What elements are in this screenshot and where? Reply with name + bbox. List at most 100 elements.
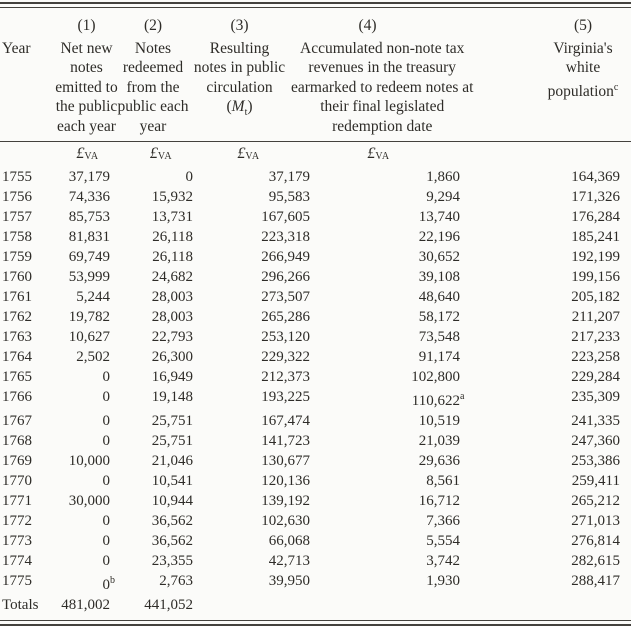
- value-cell: 30,652: [418, 249, 460, 266]
- value-cell: 241,335: [571, 413, 620, 430]
- spacer-cell: [0, 13, 48, 39]
- year-cell: 1760: [2, 269, 32, 286]
- value-cell: 441,052: [144, 597, 193, 614]
- table-row: 1765 0 16,949 212,373 102,800 229,284: [0, 367, 631, 387]
- year-cell: 1772: [2, 513, 32, 530]
- table-row: 1766 0 19,148 193,225 110,622a 235,309: [0, 387, 631, 411]
- value-cell: 28,003: [151, 309, 193, 326]
- value-cell: 19,148: [151, 389, 193, 406]
- year-cell: 1757: [2, 209, 32, 226]
- table-row: 1758 81,831 26,118 223,318 22,196 185,241: [0, 227, 631, 247]
- notes-emission-table: (1) (2) (3) (4) (5) Year Net new notes e…: [0, 13, 631, 615]
- col1-number: (1): [48, 13, 125, 39]
- year-cell: 1767: [2, 413, 32, 430]
- value-cell: 266,949: [261, 249, 310, 266]
- value-cell: 1,860: [426, 169, 460, 186]
- table-row: 1762 19,782 28,003 265,286 58,172 211,207: [0, 307, 631, 327]
- year-cell: 1761: [2, 289, 32, 306]
- table-row: 1768 0 25,751 141,723 21,039 247,360: [0, 431, 631, 451]
- currency-cell: £VA: [367, 145, 390, 163]
- value-cell: 21,039: [418, 433, 460, 450]
- col2-number: (2): [125, 13, 205, 39]
- value-cell: 10,000: [68, 453, 110, 470]
- value-cell: 167,605: [261, 209, 310, 226]
- table-row: 1771 30,000 10,944 139,192 16,712 265,212: [0, 491, 631, 511]
- currency-cell: £VA: [76, 145, 99, 163]
- col1-header: Net new notes emitted to the public each…: [48, 39, 125, 143]
- year-cell: 1764: [2, 349, 32, 366]
- value-cell: 19,782: [68, 309, 110, 326]
- value-cell: 0: [102, 433, 111, 450]
- money-stock-symbol: (Mt): [226, 98, 253, 119]
- value-cell: 167,474: [261, 413, 310, 430]
- value-cell: 39,950: [268, 573, 310, 590]
- value-cell: 81,831: [68, 229, 110, 246]
- value-cell: 15,932: [151, 189, 193, 206]
- table-row: 1774 0 23,355 42,713 3,742 282,615: [0, 551, 631, 571]
- table-row: 1759 69,749 26,118 266,949 30,652 192,199: [0, 247, 631, 267]
- value-cell: 0: [102, 513, 111, 530]
- value-cell: 0: [102, 389, 111, 406]
- value-cell: 10,541: [151, 473, 193, 490]
- year-cell: 1763: [2, 329, 32, 346]
- value-cell: 29,636: [418, 453, 460, 470]
- value-cell: 85,753: [68, 209, 110, 226]
- value-cell: 25,751: [151, 413, 193, 430]
- value-cell: 2,502: [76, 349, 110, 366]
- column-number-row: (1) (2) (3) (4) (5): [0, 13, 631, 39]
- year-cell: 1765: [2, 369, 32, 386]
- value-cell: 130,677: [261, 453, 310, 470]
- value-cell: 26,300: [151, 349, 193, 366]
- value-cell: 171,326: [571, 189, 620, 206]
- table-header: (1) (2) (3) (4) (5) Year Net new notes e…: [0, 13, 631, 143]
- col2-number-label: (2): [143, 17, 163, 34]
- year-cell: 1756: [2, 189, 32, 206]
- value-cell: 0: [102, 533, 111, 550]
- value-cell: 66,068: [268, 533, 310, 550]
- currency-cell: £VA: [237, 145, 260, 163]
- col1-number-label: (1): [77, 17, 96, 34]
- value-cell: 21,046: [151, 453, 193, 470]
- col4-header: Accumulated non-note tax revenues in the…: [291, 39, 475, 143]
- value-cell: 0: [102, 369, 111, 386]
- table-row: 1770 0 10,541 120,136 8,561 259,411: [0, 471, 631, 491]
- value-cell: 10,944: [151, 493, 193, 510]
- pound-symbol: £: [367, 145, 376, 163]
- value-cell: 176,284: [571, 209, 620, 226]
- value-cell: 5,244: [76, 289, 110, 306]
- value-cell: 48,640: [418, 289, 460, 306]
- table-row: 1756 74,336 15,932 95,583 9,294 171,326: [0, 187, 631, 207]
- value-cell: 13,731: [151, 209, 193, 226]
- spacer-cell: [475, 142, 631, 168]
- value-cell: 0: [102, 413, 111, 430]
- value-cell: 5,554: [426, 533, 460, 550]
- value-cell: 16,712: [418, 493, 460, 510]
- value-cell: 192,199: [571, 249, 620, 266]
- value-cell: 273,507: [261, 289, 310, 306]
- column-header-row: Year Net new notes emitted to the public…: [0, 39, 631, 143]
- year-cell: 1769: [2, 453, 32, 470]
- table-row: 1755 37,179 0 37,179 1,860 164,369: [0, 167, 631, 187]
- value-cell: 2,763: [159, 573, 193, 590]
- pound-symbol: £: [237, 145, 246, 163]
- value-cell: 271,013: [571, 513, 620, 530]
- value-cell: 296,266: [261, 269, 310, 286]
- col4-number: (4): [322, 13, 475, 39]
- value-cell: 205,182: [571, 289, 620, 306]
- table-row: 1773 0 36,562 66,068 5,554 276,814: [0, 531, 631, 551]
- value-cell: 53,999: [68, 269, 110, 286]
- value-cell: 0b: [102, 575, 116, 594]
- value-cell: 265,212: [571, 493, 620, 510]
- col5-number-label: (5): [573, 17, 593, 34]
- value-cell: 1,930: [426, 573, 460, 590]
- value-cell: 13,740: [418, 209, 460, 226]
- value-cell: 120,136: [261, 473, 310, 490]
- year-cell: 1768: [2, 433, 32, 450]
- value-cell: 185,241: [571, 229, 620, 246]
- value-cell: 58,172: [418, 309, 460, 326]
- totals-row: Totals 481,002 441,052: [0, 595, 631, 615]
- value-cell: 37,179: [268, 169, 310, 186]
- value-cell: [205, 595, 322, 615]
- footnote-c-marker: c: [613, 81, 619, 93]
